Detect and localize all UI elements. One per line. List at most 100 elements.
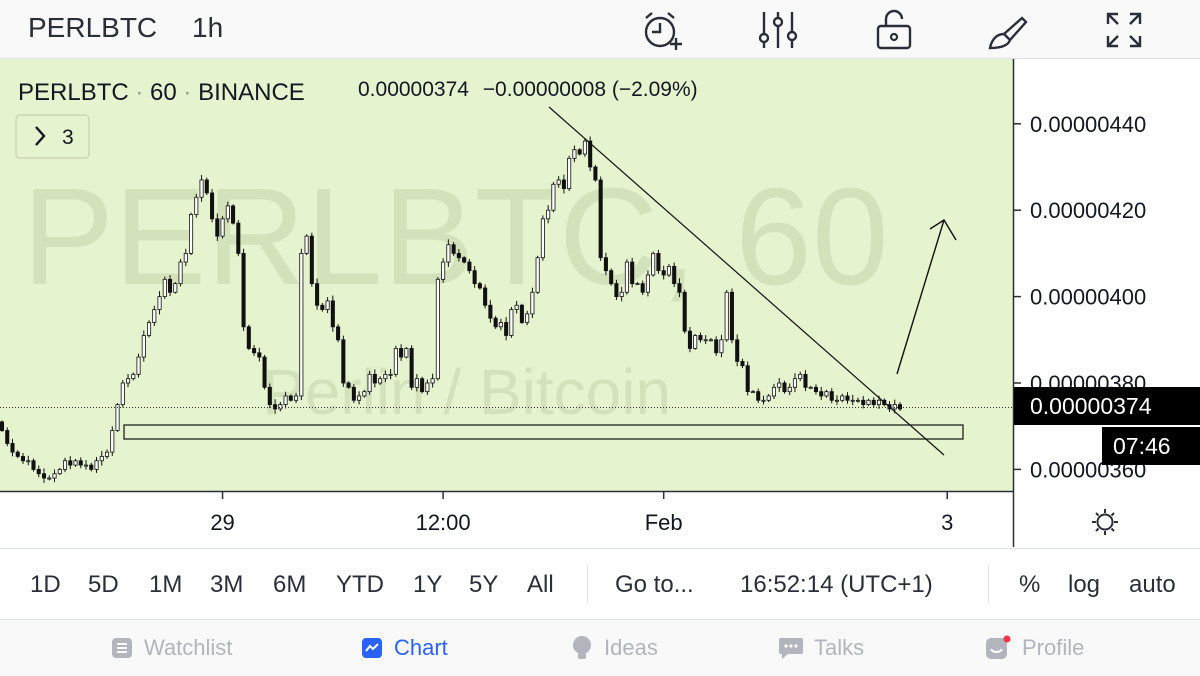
time-axis-panel — [0, 492, 1013, 547]
lock-icon[interactable] — [872, 8, 916, 52]
candle-body — [693, 335, 698, 349]
range-1y[interactable]: 1Y — [413, 571, 443, 598]
candle-body — [614, 283, 619, 297]
candle-body — [546, 209, 551, 220]
clock-timezone-button[interactable]: 16:52:14 (UTC+1) — [740, 571, 933, 598]
candle — [252, 344, 257, 356]
percent-scale-toggle[interactable]: % — [1019, 571, 1041, 598]
nav-ideas[interactable]: Ideas — [570, 634, 658, 662]
candle-body — [441, 261, 446, 280]
candle-body — [420, 378, 425, 393]
interval-button[interactable]: 1h — [192, 12, 224, 43]
candle — [73, 458, 78, 467]
range-1m[interactable]: 1M — [149, 571, 183, 598]
range-5y[interactable]: 5Y — [469, 571, 499, 598]
range-ytd[interactable]: YTD — [336, 571, 384, 598]
auto-scale-toggle[interactable]: auto — [1129, 571, 1176, 598]
candle-body — [115, 404, 120, 431]
candle — [262, 354, 267, 390]
profile-icon — [986, 635, 1011, 659]
goto-button[interactable]: Go to... — [615, 571, 694, 598]
candle — [120, 379, 125, 408]
chart-settings-icon[interactable] — [1092, 509, 1118, 535]
candle-body — [483, 287, 488, 306]
candle-body — [719, 339, 724, 354]
range-all[interactable]: All — [527, 571, 554, 598]
candle — [561, 174, 566, 194]
candle — [698, 332, 703, 343]
range-1d[interactable]: 1D — [30, 571, 61, 598]
candle-body — [141, 335, 146, 358]
candle-body — [31, 460, 36, 470]
candle-body — [645, 274, 650, 293]
price-chart[interactable]: PERLBTC, 60 Perlin / Bitcoin PERLBTC · 6… — [0, 59, 1200, 547]
candle-body — [341, 339, 346, 384]
candle — [273, 399, 278, 414]
candle — [425, 379, 430, 395]
candle — [850, 394, 855, 406]
candle-body — [519, 304, 524, 323]
candle — [645, 270, 650, 297]
candle-body — [672, 265, 677, 285]
nav-chart[interactable]: Chart — [360, 634, 448, 662]
breakout-arrow[interactable] — [896, 219, 957, 375]
candle-body — [777, 382, 782, 388]
fullscreen-icon[interactable] — [1102, 8, 1146, 52]
support-zone-rectangle[interactable] — [123, 424, 964, 440]
alarm-add-icon[interactable] — [640, 8, 684, 52]
chart-area[interactable]: PERLBTC, 60 Perlin / Bitcoin PERLBTC · 6… — [0, 59, 1200, 547]
price-tick-label: 0.00000440 — [1030, 112, 1146, 137]
range-5d[interactable]: 5D — [88, 571, 119, 598]
candle-body — [509, 309, 514, 336]
candle-body — [15, 451, 20, 457]
candle — [399, 344, 404, 361]
candle — [651, 251, 656, 277]
descending-trendline[interactable] — [548, 106, 945, 456]
indicators-toggle[interactable]: 3 — [15, 114, 90, 159]
candle-body — [283, 395, 288, 405]
candle-body — [336, 326, 341, 341]
log-scale-toggle[interactable]: log — [1068, 571, 1101, 598]
candle — [556, 176, 561, 188]
candle-body — [262, 356, 267, 388]
candle-body — [845, 395, 850, 401]
nav-profile[interactable]: Profile — [984, 634, 1084, 662]
candle — [57, 467, 62, 476]
candle — [183, 248, 188, 267]
candle — [294, 392, 299, 404]
candle — [798, 371, 803, 382]
candle-body — [94, 460, 99, 470]
candle — [267, 383, 272, 409]
candle — [845, 392, 850, 404]
candle — [530, 287, 535, 319]
candle-body — [414, 378, 419, 388]
candle-body — [819, 391, 824, 397]
legend-symbol: PERLBTC · 60 · BINANCE — [18, 79, 305, 106]
candle-body — [682, 291, 687, 332]
candle — [41, 468, 47, 483]
range-3m[interactable]: 3M — [210, 571, 244, 598]
range-6m[interactable]: 6M — [273, 571, 307, 598]
candle-body — [183, 252, 188, 263]
symbol-title[interactable]: PERLBTC — [28, 12, 158, 43]
candle — [278, 401, 283, 412]
candle-body — [273, 404, 278, 410]
candle — [31, 458, 36, 472]
candle — [178, 258, 183, 287]
candle — [514, 301, 519, 314]
nav-talks[interactable]: Talks — [778, 634, 864, 662]
nav-watchlist[interactable]: Watchlist — [110, 634, 232, 662]
candle — [94, 456, 99, 473]
candle — [199, 174, 204, 202]
candle — [78, 457, 83, 469]
candle-body — [745, 365, 750, 393]
candle-body — [110, 430, 115, 453]
drawing-brush-icon[interactable] — [986, 8, 1030, 52]
candle-body — [766, 395, 771, 401]
candle — [393, 345, 398, 377]
candle — [210, 189, 215, 223]
indicators-icon[interactable] — [756, 8, 800, 52]
candle — [20, 452, 26, 464]
candle-body — [677, 283, 682, 293]
candle — [525, 310, 530, 326]
